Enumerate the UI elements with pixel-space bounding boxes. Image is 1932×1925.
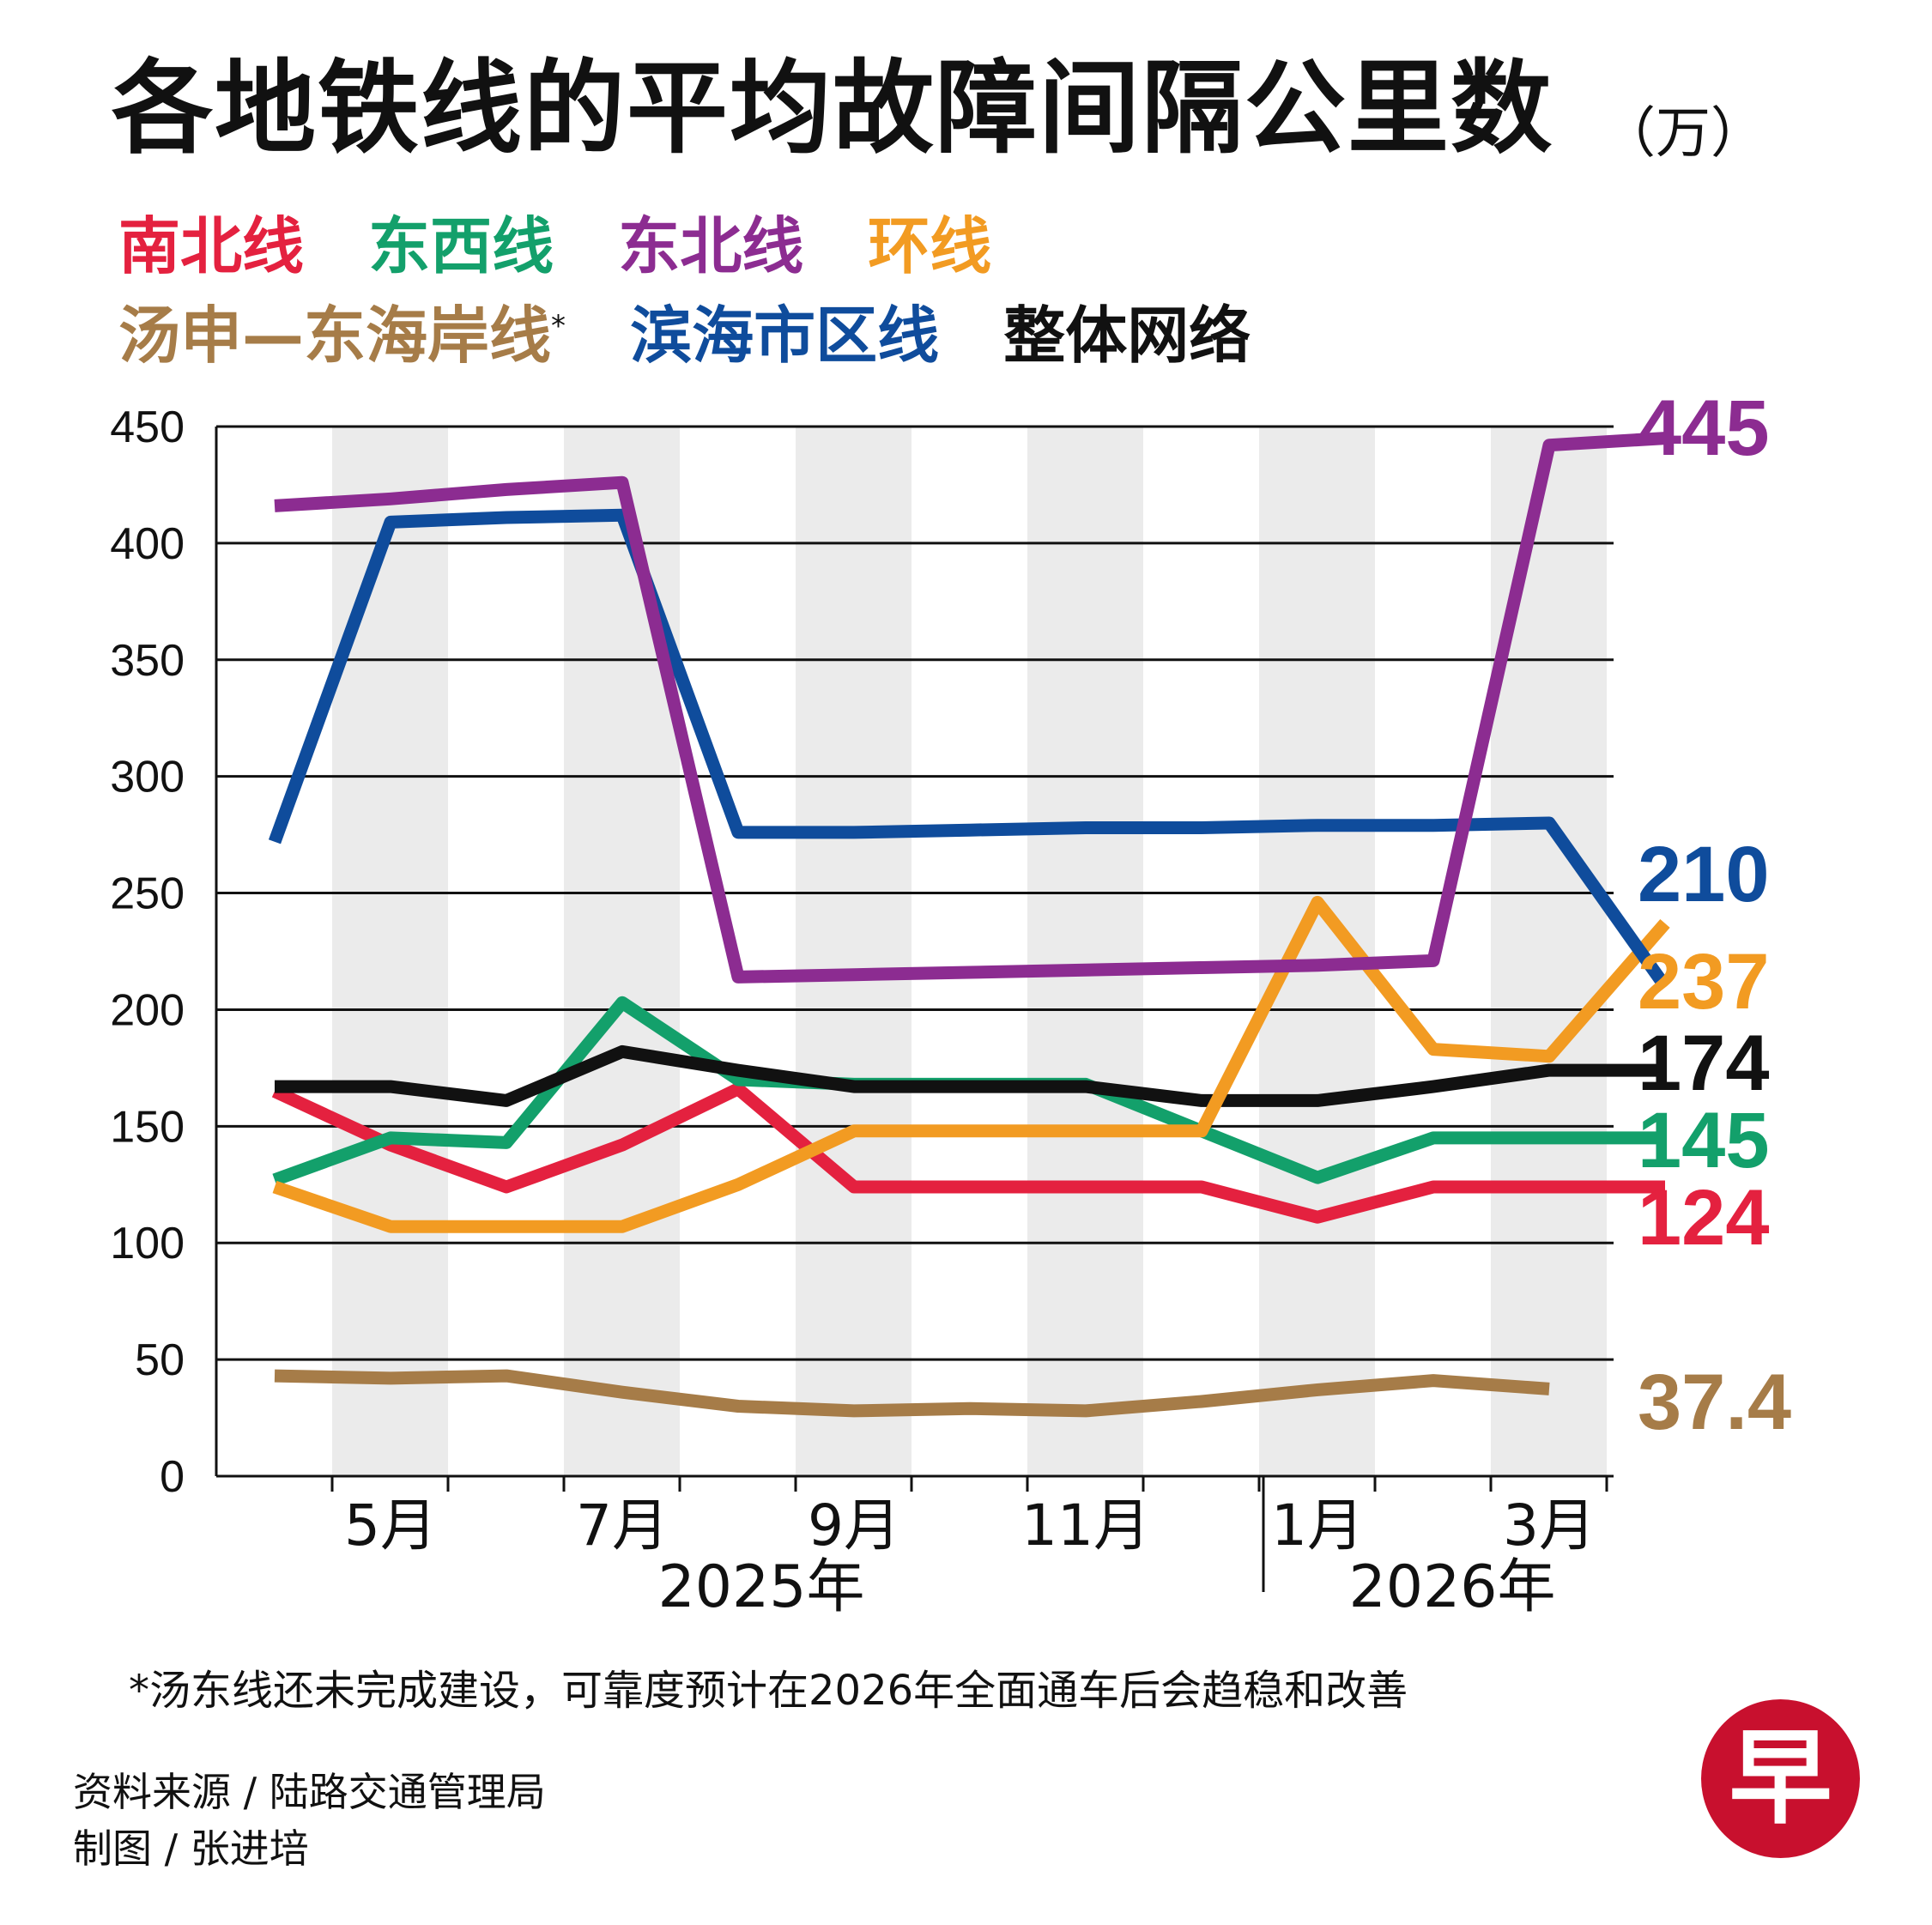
legend-te-line: 汤申—东海岸线*: [118, 300, 566, 372]
legend-dt-line: 滨海市区线: [630, 300, 940, 372]
data-source: 资料来源 / 陆路交通管理局: [73, 1769, 546, 1815]
legend-ew-line: 东西线: [368, 210, 554, 282]
end-value-label-ew-line: 145: [1638, 1097, 1770, 1184]
series-line-ne-line: [274, 432, 1666, 984]
y-tick-label: 250: [110, 869, 185, 919]
year-label-2026: 2026年: [1348, 1553, 1555, 1621]
series-line-overall-network: [275, 1044, 1665, 1107]
y-tick-label: 400: [110, 519, 185, 569]
legend-row-1: 南北线 东西线 东北线 环线: [118, 196, 1034, 286]
x-tick-label: 7月: [576, 1492, 669, 1559]
y-tick-label: 150: [110, 1102, 185, 1152]
legend-overall-network: 整体网络: [1003, 300, 1251, 372]
legend-row-2: 汤申—东海岸线* 滨海市区线 整体网络: [118, 285, 1293, 375]
chart-credit: 制图 / 张进培: [73, 1825, 309, 1872]
y-tick-label: 450: [110, 403, 185, 452]
series-line-te-line: [274, 1369, 1550, 1418]
y-tick-label: 200: [110, 985, 185, 1035]
y-tick-label: 350: [110, 636, 185, 686]
end-value-label-dt-line: 210: [1638, 831, 1770, 918]
legend-ne-line: 东北线: [618, 210, 804, 282]
x-tick-label: 1月: [1271, 1492, 1364, 1559]
unit-label: （万）: [1601, 102, 1765, 166]
month-band: [796, 427, 911, 1476]
year-label-2025: 2025年: [657, 1553, 864, 1621]
series-line-circle-line: [272, 895, 1670, 1233]
y-tick-label: 100: [110, 1219, 185, 1268]
chart-title: 各地铁线的平均故障间隔公里数: [112, 49, 1554, 167]
legend-te-asterisk: *: [551, 309, 566, 343]
y-tick-label: 0: [160, 1452, 185, 1502]
end-value-label-ns-line: 124: [1638, 1174, 1770, 1262]
logo-char: 早: [1729, 1718, 1832, 1838]
legend-ns-line: 南北线: [118, 210, 305, 282]
y-tick-label: 300: [110, 753, 185, 802]
end-value-label-circle-line: 237: [1638, 938, 1770, 1026]
x-tick-label: 11月: [1021, 1492, 1150, 1559]
series-line-dt-line: [268, 508, 1671, 990]
y-tick-label: 50: [135, 1335, 185, 1385]
series-line-ns-line: [271, 1082, 1665, 1224]
month-band: [332, 427, 448, 1476]
legend-circle-line: 环线: [868, 210, 992, 282]
end-value-label-ne-line: 445: [1638, 384, 1770, 472]
end-value-label-overall-network: 174: [1638, 1020, 1770, 1107]
month-band: [564, 427, 680, 1476]
x-tick-label: 3月: [1503, 1492, 1596, 1559]
x-tick-label: 9月: [808, 1492, 900, 1559]
x-tick-label: 5月: [344, 1492, 437, 1559]
end-value-label-te-line: 37.4: [1638, 1359, 1791, 1446]
footnote: *汤东线还未完成建设，可靠度预计在2026年全面通车后会趋稳和改善: [129, 1667, 1408, 1715]
month-band: [1027, 427, 1143, 1476]
zaobao-logo: 早: [1701, 1699, 1860, 1858]
month-band: [1491, 427, 1607, 1476]
